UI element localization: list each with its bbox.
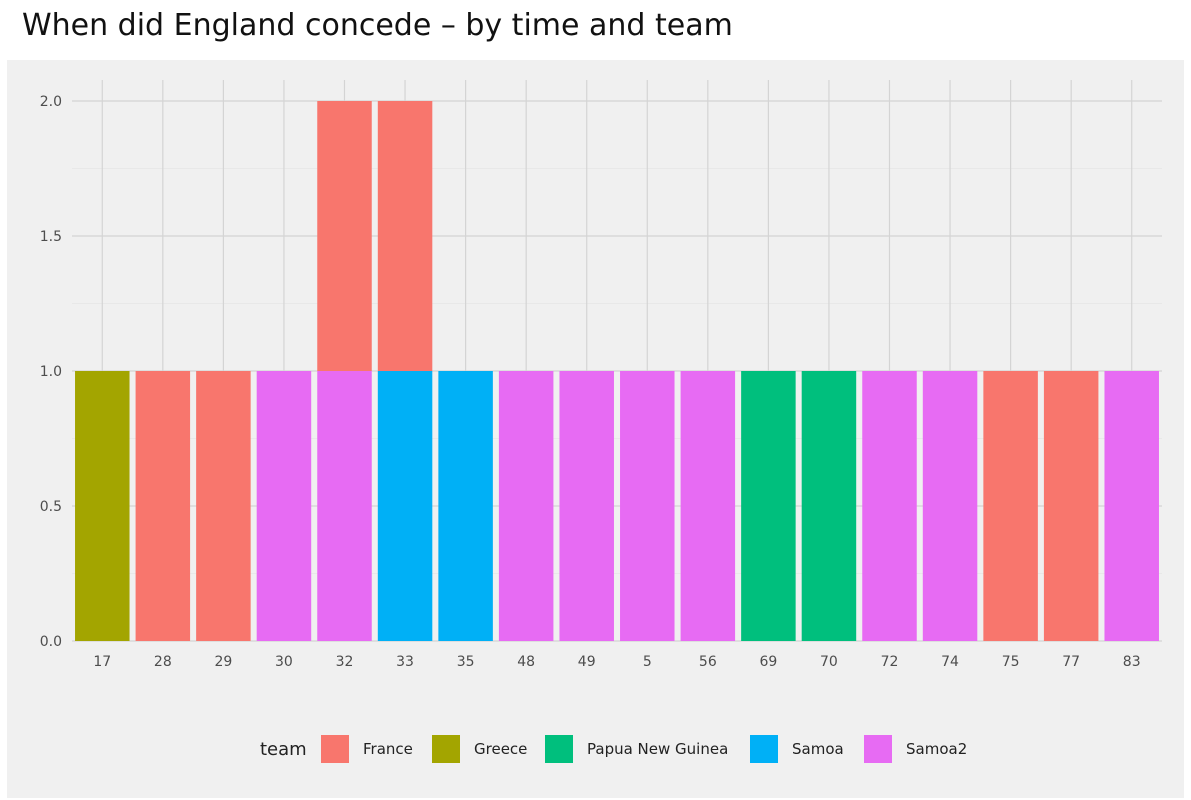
x-tick-label: 17 xyxy=(93,654,111,670)
x-tick-label: 56 xyxy=(699,654,717,670)
x-tick-label: 75 xyxy=(1002,654,1020,670)
legend-label-samoa: Samoa xyxy=(792,740,844,758)
x-tick-label: 32 xyxy=(336,654,354,670)
y-tick-label: 2.0 xyxy=(40,94,62,110)
legend-swatch-papua-new-guinea xyxy=(545,735,573,763)
chart-title: When did England concede – by time and t… xyxy=(22,8,733,43)
x-tick-label: 48 xyxy=(517,654,535,670)
legend-label-samoa2: Samoa2 xyxy=(906,740,967,758)
bar-33-samoa xyxy=(377,371,433,641)
x-tick-label: 35 xyxy=(457,654,475,670)
legend-label-greece: Greece xyxy=(474,740,527,758)
y-axis-ticks: 0.0 0.5 1.0 1.5 2.0 xyxy=(40,94,62,650)
x-tick-label: 33 xyxy=(396,654,414,670)
x-tick-label: 30 xyxy=(275,654,293,670)
x-tick-label: 29 xyxy=(214,654,232,670)
legend: team France Greece Papua New Guinea Samoa Sam… xyxy=(260,735,967,763)
legend-label-france: France xyxy=(363,740,413,758)
bars xyxy=(75,101,1159,641)
x-tick-label: 72 xyxy=(881,654,899,670)
x-tick-label: 70 xyxy=(820,654,838,670)
bar-35-samoa xyxy=(438,371,493,641)
x-tick-label: 5 xyxy=(643,654,652,670)
y-tick-label: 0.0 xyxy=(40,634,62,650)
bar-74-samoa2 xyxy=(922,371,978,641)
x-tick-label: 83 xyxy=(1123,654,1141,670)
bar-28-france xyxy=(135,371,191,641)
bar-75-france xyxy=(983,371,1038,641)
x-tick-label: 77 xyxy=(1062,654,1080,670)
legend-title: team xyxy=(260,739,307,760)
bar-30-samoa2 xyxy=(256,371,312,641)
bar-56-samoa2 xyxy=(680,371,736,641)
bar-83-samoa2 xyxy=(1104,371,1159,641)
bar-49-samoa2 xyxy=(559,371,614,641)
y-tick-label: 1.0 xyxy=(40,364,62,380)
x-tick-label: 28 xyxy=(154,654,172,670)
x-tick-label: 74 xyxy=(941,654,959,670)
bar-77-france xyxy=(1043,371,1099,641)
bar-chart: 0.0 0.5 1.0 1.5 2.0 17 28 29 30 32 33 35 48 49 5 56 69 7… xyxy=(40,80,1162,763)
chart-panel: 0.0 0.5 1.0 1.5 2.0 17 28 29 30 32 33 35 48 49 5 56 69 7… xyxy=(7,60,1184,798)
bar-70-papua-new-guinea xyxy=(801,371,857,641)
legend-swatch-samoa xyxy=(750,735,778,763)
bar-5-samoa2 xyxy=(620,371,675,641)
bar-69-papua-new-guinea xyxy=(741,371,796,641)
y-tick-label: 0.5 xyxy=(40,499,62,515)
bar-32-france xyxy=(317,101,372,371)
x-axis-ticks: 17 28 29 30 32 33 35 48 49 5 56 69 70 72 74 75 77 83 xyxy=(93,654,1140,670)
bar-48-samoa2 xyxy=(498,371,554,641)
y-tick-label: 1.5 xyxy=(40,229,62,245)
legend-swatch-greece xyxy=(432,735,460,763)
legend-label-papua-new-guinea: Papua New Guinea xyxy=(587,740,728,758)
bar-72-samoa2 xyxy=(862,371,917,641)
legend-swatch-france xyxy=(321,735,349,763)
legend-swatch-samoa2 xyxy=(864,735,892,763)
bar-17-greece xyxy=(75,371,130,641)
bar-32-samoa2 xyxy=(317,371,372,641)
bar-29-france xyxy=(196,371,251,641)
x-tick-label: 49 xyxy=(578,654,596,670)
x-tick-label: 69 xyxy=(759,654,777,670)
bar-33-france xyxy=(377,101,433,371)
